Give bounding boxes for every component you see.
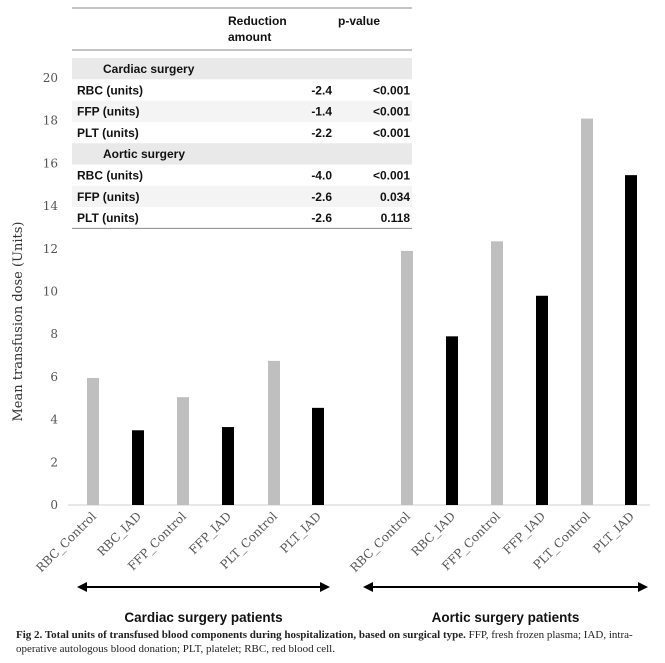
bar-rbc-iad (446, 336, 458, 505)
table-section-row (72, 58, 412, 80)
arrow-head-left (77, 582, 87, 592)
table-section-label: Aortic surgery (103, 147, 185, 161)
x-tick-label: PLT_IAD (590, 509, 637, 556)
y-tick-label: 0 (50, 498, 58, 512)
table-section-row (72, 143, 412, 165)
y-tick-label: 14 (43, 199, 59, 213)
y-tick-label: 18 (43, 114, 58, 128)
bar-chart: 0 2 4 6 8 10 12 14 16 18 20 Mean transfusion dose (… (11, 7, 650, 625)
table-cell-reduction: -2.6 (311, 211, 332, 225)
y-tick-label: 10 (43, 285, 58, 299)
bar-plt-iad (312, 407, 324, 505)
y-axis-label: Mean transfusion dose (Units) (11, 221, 26, 421)
x-tick-label: RBC_Control (33, 509, 99, 575)
bar-rbc-iad (132, 430, 144, 505)
table-row-label: RBC (units) (77, 169, 143, 183)
bar-rbc-control (87, 377, 99, 505)
figure-caption: Fig 2. Total units of transfused blood c… (16, 628, 656, 656)
table-row-label: FFP (units) (77, 105, 139, 119)
bar-ffp-iad (222, 427, 234, 505)
x-tick-label: FFP_IAD (500, 509, 548, 557)
table-cell-p-value: <0.001 (373, 83, 410, 97)
caption-title: Fig 2. Total units of transfused blood c… (16, 629, 466, 641)
y-tick-label: 4 (50, 413, 58, 427)
y-tick-label: 16 (43, 156, 58, 170)
y-tick-label: 2 (50, 455, 58, 469)
table-row-band (72, 185, 412, 208)
y-tick-label: 8 (50, 327, 58, 341)
bar-ffp-control (491, 241, 503, 505)
y-tick-label: 6 (50, 370, 58, 384)
table-row-label: RBC (units) (77, 83, 143, 97)
table-row-label: PLT (units) (77, 126, 139, 140)
arrow-head-right (638, 582, 648, 592)
group-label: Aortic surgery patients (432, 610, 580, 625)
bar-ffp-iad (536, 295, 548, 505)
caption-text: FFP, fresh frozen plasma; IAD, intra-ope… (16, 629, 633, 655)
table-cell-p-value: <0.001 (373, 105, 410, 119)
bar-plt-control (581, 118, 593, 505)
table-cell-reduction: -2.6 (311, 190, 332, 204)
x-tick-label: FFP_IAD (186, 509, 234, 557)
x-tick-label: RBC_Control (347, 509, 413, 575)
arrow-head-right (320, 582, 330, 592)
table-cell-reduction: -4.0 (311, 169, 332, 183)
table-row-label: PLT (units) (77, 211, 139, 225)
table-header-reduction: amount (228, 30, 271, 44)
table-cell-p-value: <0.001 (373, 169, 410, 183)
bar-rbc-control (401, 250, 413, 505)
table-cell-reduction: -1.4 (311, 105, 332, 119)
table-cell-p-value: <0.001 (373, 126, 410, 140)
bar-ffp-control (177, 397, 189, 505)
table-cell-p-value: 0.034 (380, 190, 410, 204)
table-section-label: Cardiac surgery (103, 62, 195, 76)
arrow-head-left (363, 582, 373, 592)
table-cell-reduction: -2.4 (311, 83, 332, 97)
bar-plt-control (268, 360, 280, 505)
bar-plt-iad (625, 175, 637, 505)
y-tick-label: 12 (43, 242, 58, 256)
table-row-label: FFP (units) (77, 190, 139, 204)
y-tick-label: 20 (43, 71, 58, 85)
x-tick-label: PLT_IAD (277, 509, 324, 556)
table-header-p-value: p-value (338, 14, 380, 28)
table-cell-reduction: -2.2 (311, 126, 332, 140)
group-label: Cardiac surgery patients (124, 610, 282, 625)
table-row-band (72, 100, 412, 122)
table-cell-p-value: 0.118 (381, 211, 411, 225)
table-header-reduction: Reduction (228, 14, 287, 28)
